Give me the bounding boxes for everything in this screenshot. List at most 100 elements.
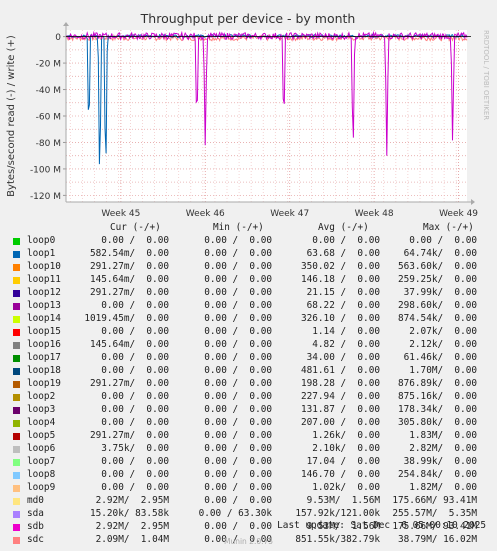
legend-min-value: 0.00 / 0.00 xyxy=(204,404,272,415)
legend-min-value: 0.00 / 0.00 xyxy=(204,495,272,506)
legend-device-name: loop8 xyxy=(27,469,56,480)
legend-swatch xyxy=(13,472,20,479)
legend-row-loop15: loop15 0.00 / 0.00 0.00 / 0.00 1.14 / 0.00 2… xyxy=(0,326,497,339)
legend-avg-value: 146.18 / 0.00 xyxy=(300,274,380,285)
legend-avg-value: 1.14 / 0.00 xyxy=(312,326,380,337)
legend-cur-value: 2.92M/ 2.95M xyxy=(95,495,169,506)
legend-avg-value: 9.53M/ 1.56M xyxy=(306,521,380,532)
header-avg: Avg (-/+) xyxy=(318,222,369,233)
legend-min-value: 0.00 / 0.00 xyxy=(204,300,272,311)
legend-swatch xyxy=(13,290,20,297)
legend-row-loop4: loop4 0.00 / 0.00 0.00 / 0.00 207.00 / 0.00… xyxy=(0,417,497,430)
legend-swatch xyxy=(13,407,20,414)
legend-row-loop5: loop5 291.27m/ 0.00 0.00 / 0.00 1.26k/ 0.00… xyxy=(0,430,497,443)
legend-max-value: 874.54k/ 0.00 xyxy=(397,313,477,324)
legend-row-loop14: loop14 1019.45m/ 0.00 0.00 / 0.00 326.10 / … xyxy=(0,313,497,326)
legend-swatch xyxy=(13,238,20,245)
legend-row-md0: md0 2.92M/ 2.95M 0.00 / 0.00 9.53M/ 1.56M 17… xyxy=(0,495,497,508)
legend-max-value: 2.82M/ 0.00 xyxy=(409,443,477,454)
legend-max-value: 1.82M/ 0.00 xyxy=(409,482,477,493)
legend-cur-value: 0.00 / 0.00 xyxy=(101,300,169,311)
legend-row-sdb: sdb 2.92M/ 2.95M 0.00 / 0.00 9.53M/ 1.56M 17… xyxy=(0,521,497,534)
legend-device-name: loop6 xyxy=(27,443,56,454)
series-line-sdb xyxy=(65,30,468,156)
legend-min-value: 0.00 / 0.00 xyxy=(204,469,272,480)
legend-cur-value: 2.09M/ 1.04M xyxy=(95,534,169,545)
legend-min-value: 0.00 / 0.00 xyxy=(204,482,272,493)
legend-cur-value: 291.27m/ 0.00 xyxy=(89,430,169,441)
legend-min-value: 0.00 / 0.00 xyxy=(204,326,272,337)
legend-max-value: 875.16k/ 0.00 xyxy=(397,391,477,402)
legend-device-name: loop12 xyxy=(27,287,61,298)
legend-min-value: 0.00 / 0.00 xyxy=(204,443,272,454)
legend-min-value: 0.00 / 0.00 xyxy=(204,287,272,298)
legend-cur-value: 0.00 / 0.00 xyxy=(101,404,169,415)
legend-device-name: loop4 xyxy=(27,417,56,428)
legend-row-loop7: loop7 0.00 / 0.00 0.00 / 0.00 17.04 / 0.00 3… xyxy=(0,456,497,469)
legend-row-loop17: loop17 0.00 / 0.00 0.00 / 0.00 34.00 / 0.00… xyxy=(0,352,497,365)
legend-device-name: loop1 xyxy=(27,248,56,259)
y-tick-label: -40 M xyxy=(36,86,61,96)
legend-cur-value: 15.20k/ 83.58k xyxy=(89,508,169,519)
header-min: Min (-/+) xyxy=(213,222,264,233)
legend-min-value: 0.00 / 63.30k xyxy=(198,508,272,519)
legend-swatch xyxy=(13,368,20,375)
legend-row-sda: sda 15.20k/ 83.58k 0.00 / 63.30k 157.92k/12… xyxy=(0,508,497,521)
legend-avg-value: 198.28 / 0.00 xyxy=(300,378,380,389)
y-axis-arrow xyxy=(63,22,69,26)
legend-avg-value: 227.94 / 0.00 xyxy=(300,391,380,402)
legend-device-name: loop19 xyxy=(27,378,61,389)
legend-device-name: sda xyxy=(27,508,44,519)
legend-max-value: 178.34k/ 0.00 xyxy=(397,404,477,415)
y-tick-label: -60 M xyxy=(36,113,61,123)
legend-avg-value: 0.00 / 0.00 xyxy=(312,235,380,246)
legend-avg-value: 481.61 / 0.00 xyxy=(300,365,380,376)
legend-avg-value: 350.02 / 0.00 xyxy=(300,261,380,272)
legend-row-loop6: loop6 3.75k/ 0.00 0.00 / 0.00 2.10k/ 0.00 2.… xyxy=(0,443,497,456)
legend-avg-value: 146.70 / 0.00 xyxy=(300,469,380,480)
legend-device-name: loop9 xyxy=(27,482,56,493)
legend-swatch xyxy=(13,485,20,492)
legend-max-value: 175.66M/ 93.41M xyxy=(392,495,477,506)
legend-device-name: md0 xyxy=(27,495,44,506)
legend-row-loop11: loop11 145.64m/ 0.00 0.00 / 0.00 146.18 / 0… xyxy=(0,274,497,287)
legend-device-name: loop10 xyxy=(27,261,61,272)
header-cur: Cur (-/+) xyxy=(110,222,161,233)
legend-max-value: 175.66M/ 93.41M xyxy=(392,521,477,532)
x-tick-label: Week 48 xyxy=(355,209,394,219)
legend-swatch xyxy=(13,459,20,466)
legend-cur-value: 0.00 / 0.00 xyxy=(101,456,169,467)
legend-max-value: 254.84k/ 0.00 xyxy=(397,469,477,480)
legend-swatch xyxy=(13,498,20,505)
legend-max-value: 38.99k/ 0.00 xyxy=(403,456,477,467)
legend-cur-value: 291.27m/ 0.00 xyxy=(89,378,169,389)
legend-avg-value: 4.82 / 0.00 xyxy=(312,339,380,350)
legend-max-value: 0.00 / 0.00 xyxy=(409,235,477,246)
legend-swatch xyxy=(13,381,20,388)
legend-swatch xyxy=(13,329,20,336)
legend-device-name: sdc xyxy=(27,534,44,545)
legend-device-name: loop11 xyxy=(27,274,61,285)
legend-device-name: loop14 xyxy=(27,313,61,324)
legend-avg-value: 63.68 / 0.00 xyxy=(306,248,380,259)
legend-min-value: 0.00 / 0.00 xyxy=(204,313,272,324)
legend-min-value: 0.00 / 0.00 xyxy=(204,235,272,246)
legend-swatch xyxy=(13,316,20,323)
legend-row-loop0: loop0 0.00 / 0.00 0.00 / 0.00 0.00 / 0.00 0.… xyxy=(0,235,497,248)
legend-cur-value: 291.27m/ 0.00 xyxy=(89,261,169,272)
legend-min-value: 0.00 / 0.00 xyxy=(204,417,272,428)
legend-device-name: loop5 xyxy=(27,430,56,441)
legend-avg-value: 1.26k/ 0.00 xyxy=(312,430,380,441)
legend-swatch xyxy=(13,394,20,401)
legend-swatch xyxy=(13,251,20,258)
legend-device-name: loop13 xyxy=(27,300,61,311)
legend-avg-value: 207.00 / 0.00 xyxy=(300,417,380,428)
legend-swatch xyxy=(13,433,20,440)
legend-row-loop9: loop9 0.00 / 0.00 0.00 / 0.00 1.02k/ 0.00 1.… xyxy=(0,482,497,495)
legend-row-loop2: loop2 0.00 / 0.00 0.00 / 0.00 227.94 / 0.00… xyxy=(0,391,497,404)
legend-max-value: 563.60k/ 0.00 xyxy=(397,261,477,272)
legend-row-loop8: loop8 0.00 / 0.00 0.00 / 0.00 146.70 / 0.00… xyxy=(0,469,497,482)
legend-avg-value: 851.55k/382.79k xyxy=(295,534,380,545)
legend-row-loop12: loop12 291.27m/ 0.00 0.00 / 0.00 21.15 / 0.… xyxy=(0,287,497,300)
legend-device-name: loop0 xyxy=(27,235,56,246)
